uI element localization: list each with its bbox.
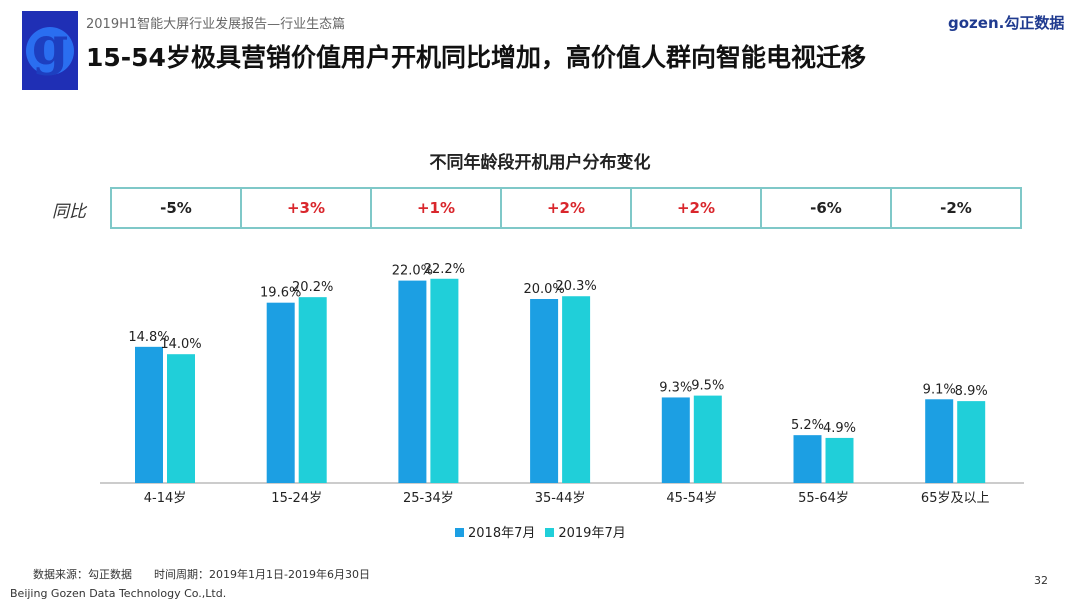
bar — [957, 401, 986, 483]
bar — [430, 278, 459, 483]
yoy-cell: -6% — [762, 189, 892, 227]
data-label: 9.5% — [691, 379, 724, 394]
data-label: 9.3% — [659, 380, 692, 395]
bar — [266, 302, 295, 483]
legend-item-2018: 2018年7月 — [455, 522, 535, 541]
yoy-cell: +3% — [242, 189, 372, 227]
data-label: 8.9% — [955, 384, 988, 399]
page-title: 15-54岁极具营销价值用户开机同比增加，高价值人群向智能电视迁移 — [86, 43, 866, 72]
x-tick-label: 55-64岁 — [798, 491, 849, 506]
bar — [398, 280, 427, 483]
page-number: 32 — [1034, 574, 1048, 587]
chart-title: 不同年龄段开机用户分布变化 — [429, 153, 651, 173]
data-label: 5.2% — [791, 418, 824, 433]
data-label: 14.0% — [160, 337, 201, 352]
brand-logo: gozen.勾正数据 — [948, 14, 1065, 32]
yoy-cell: -2% — [940, 199, 972, 217]
logo-g-icon: g — [26, 21, 74, 75]
x-tick-label: 4-14岁 — [144, 491, 187, 506]
yoy-cell: +1% — [372, 189, 502, 227]
data-label: 9.1% — [923, 382, 956, 397]
yoy-cell: +2% — [502, 189, 632, 227]
bar — [825, 437, 854, 483]
yoy-table: -5% +3% +1% +2% +2% -6% -2% — [110, 187, 1022, 229]
data-label: 20.2% — [292, 280, 333, 295]
x-tick-label: 35-44岁 — [535, 491, 586, 506]
bar — [793, 435, 822, 483]
data-label: 14.8% — [128, 330, 169, 345]
company-name: Beijing Gozen Data Technology Co.,Ltd. — [10, 587, 227, 600]
x-tick-label: 15-24岁 — [271, 491, 322, 506]
yoy-cell: +2% — [632, 189, 762, 227]
bar — [925, 399, 954, 483]
x-tick-label: 45-54岁 — [666, 491, 717, 506]
bar — [167, 354, 195, 483]
bar — [298, 297, 327, 483]
report-subtitle: 2019H1智能大屏行业发展报告—行业生态篇 — [86, 17, 346, 32]
yoy-label: 同比 — [52, 202, 86, 222]
data-label: 22.2% — [424, 262, 465, 277]
x-tick-label: 25-34岁 — [403, 491, 454, 506]
data-label: 19.6% — [260, 286, 301, 301]
data-label: 22.0% — [392, 264, 433, 279]
legend: 2018年7月 2019年7月 — [455, 522, 626, 541]
source-note: 数据来源：勾正数据 时间周期：2019年1月1日-2019年6月30日 — [33, 568, 370, 581]
data-label: 4.9% — [823, 421, 856, 436]
legend-item-2019: 2019年7月 — [545, 522, 626, 541]
data-label: 20.0% — [523, 282, 564, 297]
x-tick-label: 65岁及以上 — [921, 491, 990, 506]
logo: g — [22, 11, 78, 90]
bar — [693, 395, 722, 483]
bar — [661, 397, 690, 483]
yoy-cell: -5% — [112, 189, 242, 227]
bar — [530, 299, 559, 483]
bar — [562, 296, 591, 483]
data-label: 20.3% — [555, 279, 596, 294]
bar — [135, 346, 163, 483]
